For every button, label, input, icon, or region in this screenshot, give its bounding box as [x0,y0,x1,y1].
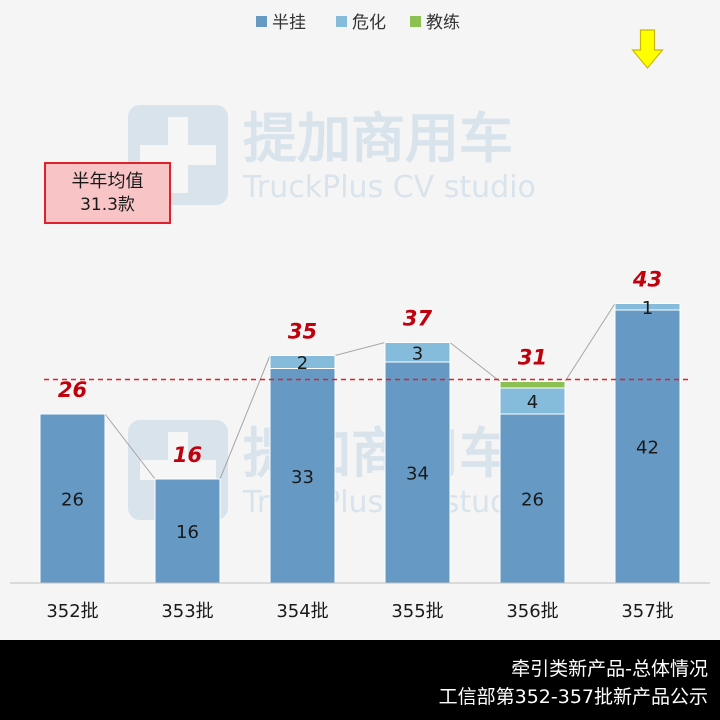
segment-value-label: 4 [527,392,538,413]
total-label: 35 [288,320,317,344]
segment-value-label: 16 [176,522,199,543]
bar-segment-4-2 [499,381,566,389]
connector-line [449,342,501,382]
watermark-sub: TruckPlus CV studio [242,170,536,205]
footer-bar: 牵引类新产品-总体情况 工信部第352-357批新产品公示 [0,640,720,720]
bar-segment-5-0 [614,309,681,584]
average-callout-title: 半年均值 [71,171,144,192]
legend-label-1: 危化 [352,13,386,33]
connector-line [219,355,271,480]
segment-value-label: 2 [297,353,308,374]
footer-title: 牵引类新产品-总体情况 [511,658,708,680]
legend: 半挂 危化 教练 [256,13,460,33]
bar-segment-5-1 [614,303,681,311]
bar-segment-2-0 [269,368,336,584]
highlight-arrow-icon [631,29,664,69]
total-label: 26 [58,378,87,402]
x-tick-label: 354批 [276,601,328,622]
bar-group [39,303,681,584]
connector-line [104,413,156,480]
segment-value-label: 26 [61,490,84,511]
legend-swatch-0 [256,16,267,27]
total-label: 43 [632,268,662,292]
x-tick-label: 353批 [161,601,213,622]
x-tick-label: 357批 [621,601,673,622]
x-tick-labels: 352批 353批 354批 355批 356批 357批 [46,601,673,622]
segment-value-label: 3 [412,343,423,364]
legend-swatch-2 [410,16,421,27]
bar-segment-3-1 [384,342,451,363]
average-callout-value: 31.3款 [80,195,135,215]
average-callout-box: 半年均值 31.3款 [44,162,171,224]
yellow-down-arrow-icon [631,29,664,69]
footer-subtitle: 工信部第352-357批新产品公示 [438,686,708,708]
bar-segment-1-0 [154,478,221,584]
legend-label-0: 半挂 [272,13,306,33]
segment-value-label: 1 [642,298,653,319]
total-label: 37 [403,307,433,331]
segment-value-label: 26 [521,490,544,511]
connector-line [334,342,386,356]
segment-labels: 26 16 33 2 34 3 26 4 42 1 [61,298,659,543]
x-tick-label: 356批 [506,601,558,622]
bar-segment-4-0 [499,413,566,584]
watermark-brand: 提加商用车 [243,107,513,170]
legend-swatch-1 [336,16,347,27]
segment-value-label: 34 [406,464,429,485]
segment-value-label: 33 [291,467,314,488]
x-tick-label: 352批 [46,601,98,622]
bar-segment-2-1 [269,355,336,369]
bar-segment-4-1 [499,387,566,415]
total-label: 16 [173,443,202,467]
x-tick-label: 355批 [391,601,443,622]
legend-label-2: 教练 [426,13,460,33]
segment-value-label: 42 [636,438,659,459]
bar-segment-0-0 [39,413,106,584]
connector-line [564,303,616,382]
total-connector-lines [104,303,616,480]
total-label: 31 [518,346,547,370]
